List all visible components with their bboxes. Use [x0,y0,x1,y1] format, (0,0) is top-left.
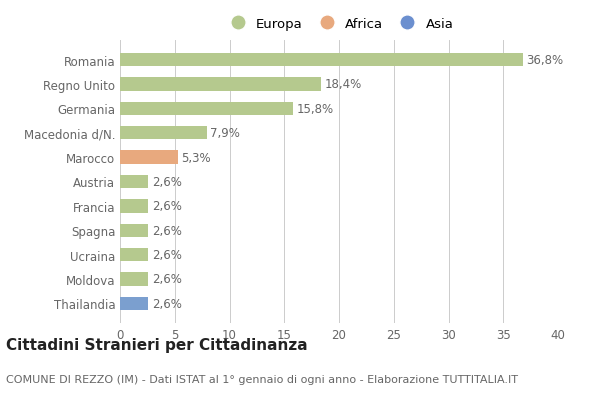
Text: COMUNE DI REZZO (IM) - Dati ISTAT al 1° gennaio di ogni anno - Elaborazione TUTT: COMUNE DI REZZO (IM) - Dati ISTAT al 1° … [6,374,518,384]
Text: Cittadini Stranieri per Cittadinanza: Cittadini Stranieri per Cittadinanza [6,337,308,353]
Legend: Europa, Africa, Asia: Europa, Africa, Asia [221,13,457,34]
Bar [120,102,293,116]
Bar [120,54,523,67]
Bar [120,127,206,140]
Text: 36,8%: 36,8% [526,54,563,67]
Text: 15,8%: 15,8% [296,103,334,115]
Text: 7,9%: 7,9% [210,127,239,140]
Text: 2,6%: 2,6% [152,175,182,189]
Bar [120,78,322,92]
Text: 2,6%: 2,6% [152,297,182,310]
Text: 2,6%: 2,6% [152,200,182,213]
Bar [120,175,148,189]
Bar [120,224,148,237]
Bar [120,248,148,262]
Text: 2,6%: 2,6% [152,273,182,286]
Bar [120,200,148,213]
Bar [120,272,148,286]
Text: 2,6%: 2,6% [152,224,182,237]
Text: 5,3%: 5,3% [181,151,211,164]
Bar [120,297,148,310]
Text: 18,4%: 18,4% [325,78,362,91]
Bar [120,151,178,164]
Text: 2,6%: 2,6% [152,249,182,261]
